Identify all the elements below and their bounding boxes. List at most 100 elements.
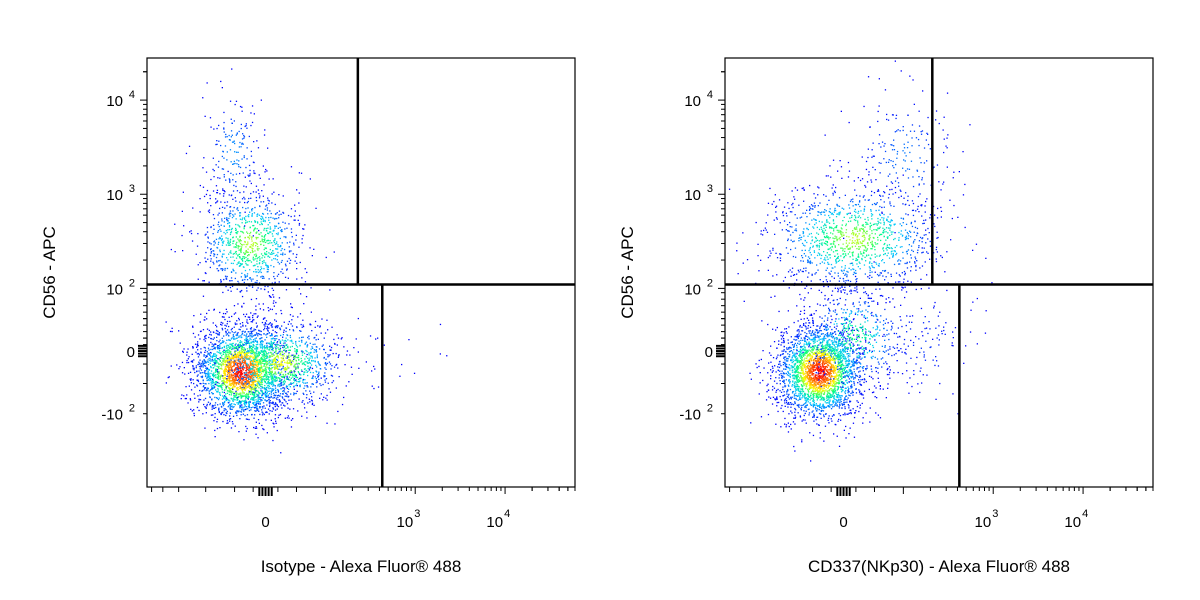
event-dot (257, 409, 259, 411)
event-dot (197, 380, 200, 383)
event-dot (232, 406, 234, 409)
event-dot (227, 237, 229, 240)
event-dot (262, 376, 264, 378)
event-dot (325, 352, 327, 354)
event-dot (271, 349, 273, 351)
event-dot (241, 387, 243, 389)
event-dot (285, 344, 287, 346)
event-dot (302, 400, 304, 402)
event-dot (295, 366, 297, 368)
event-dot (258, 329, 260, 331)
event-dot (244, 388, 246, 391)
event-dot (286, 362, 288, 364)
event-dot (309, 367, 311, 369)
event-dot (204, 370, 207, 372)
event-dot (254, 410, 256, 412)
event-dot (213, 253, 215, 255)
event-dot (229, 339, 231, 342)
event-dot (258, 360, 260, 362)
event-dot (253, 330, 255, 332)
event-dot (266, 251, 268, 253)
event-dot (838, 405, 840, 408)
event-dot (238, 336, 240, 338)
event-dot (323, 357, 325, 359)
event-dot (263, 268, 265, 270)
event-dot (216, 365, 218, 367)
event-dot (284, 339, 286, 342)
event-dot (255, 255, 257, 258)
event-dot (236, 163, 238, 165)
event-dot (222, 341, 224, 344)
event-dot (256, 382, 259, 384)
event-dot (265, 323, 267, 325)
event-dot (261, 240, 263, 242)
event-dot (247, 331, 249, 333)
event-dot (198, 409, 200, 412)
event-dot (243, 252, 245, 254)
event-dot (268, 383, 270, 385)
event-dot (223, 127, 225, 129)
event-dot (262, 201, 265, 203)
event-dot (248, 348, 251, 350)
event-dot (301, 339, 303, 342)
event-dot (282, 367, 284, 369)
event-dot (243, 155, 245, 157)
event-dot (271, 343, 273, 345)
event-dot (246, 351, 248, 354)
event-dot (221, 406, 223, 408)
event-dot (244, 386, 246, 388)
event-dot (247, 254, 250, 256)
event-dot (209, 254, 212, 257)
event-dot (248, 405, 250, 407)
event-dot (822, 379, 824, 382)
event-dot (226, 339, 228, 341)
event-dot (246, 386, 248, 388)
event-dot (217, 230, 220, 232)
event-dot (208, 368, 210, 371)
event-dot (309, 390, 311, 392)
event-dot (274, 385, 276, 387)
event-dot (261, 277, 264, 279)
event-dot (269, 360, 272, 362)
event-dot (213, 364, 215, 366)
event-dot (217, 231, 219, 233)
event-dot (251, 335, 253, 337)
event-dot (235, 253, 237, 255)
event-dot (279, 393, 282, 395)
event-dot (228, 350, 230, 352)
event-dot (228, 356, 230, 359)
event-dot (266, 356, 268, 358)
event-dot (767, 323, 769, 326)
event-dot (220, 279, 222, 281)
event-dot (255, 421, 257, 423)
event-dot (227, 359, 229, 362)
event-dot (266, 355, 268, 357)
event-dot (249, 211, 251, 213)
event-dot (251, 388, 253, 390)
event-dot (246, 244, 248, 246)
event-dot (230, 161, 232, 163)
event-dot (299, 373, 301, 375)
event-dot (235, 229, 237, 231)
event-dot (276, 325, 278, 328)
event-dot (217, 404, 219, 406)
event-dot (228, 352, 231, 355)
event-dot (299, 385, 301, 387)
event-dot (276, 364, 278, 366)
event-dot (248, 135, 250, 138)
event-dot (228, 364, 230, 366)
event-dot (244, 356, 246, 358)
event-dot (216, 261, 218, 263)
event-dot (209, 354, 211, 356)
event-dot (273, 383, 275, 386)
event-dot (236, 367, 238, 370)
event-dot (249, 269, 251, 271)
event-dot (249, 333, 251, 335)
event-dot (262, 241, 264, 243)
event-dot (269, 368, 271, 370)
event-dot (237, 403, 239, 405)
event-dot (252, 357, 254, 359)
event-dot (231, 392, 233, 394)
event-dot (226, 398, 228, 400)
event-dot (268, 349, 270, 351)
